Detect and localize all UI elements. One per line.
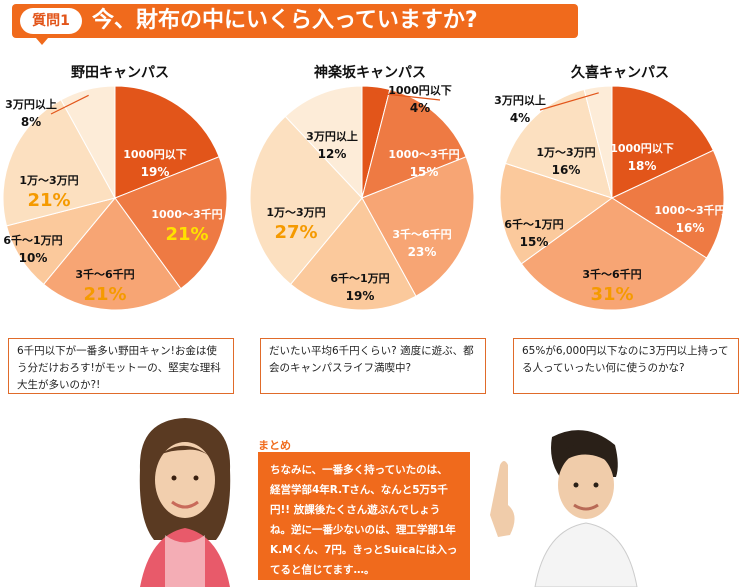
slice-label: 1万〜3万円 xyxy=(266,206,325,219)
slice-label: 1000〜3千円 xyxy=(654,203,725,217)
pie-0: 1000円以下 19% 1000〜3千円 21% 3千〜6千円 21% 6千〜1万円 10% 1… xyxy=(2,85,228,311)
slice-label: 1000円以下 xyxy=(388,84,452,97)
summary-box: ちなみに、一番多く持っていたのは、経営学部4年R.Tさん、なんと5万5千円!! … xyxy=(258,452,470,580)
slice-label: 1万〜3万円 xyxy=(536,146,595,159)
slice-label: 3千〜6千円 xyxy=(75,267,134,281)
slice-percent: 12% xyxy=(318,147,347,161)
slice-label: 3万円以上 xyxy=(494,93,546,107)
pie-slice xyxy=(42,197,182,311)
pie-slice xyxy=(249,115,363,286)
campus-title-kagurazaka: 神楽坂キャンパス xyxy=(314,65,426,81)
slice-percent: 19% xyxy=(141,165,170,179)
slice-label: 1万〜3万円 xyxy=(19,174,78,187)
pie-slice xyxy=(114,156,228,290)
question-badge: 質問1 xyxy=(20,8,82,34)
slice-percent: 4% xyxy=(510,111,530,125)
slice-label: 1000円以下 xyxy=(123,148,187,161)
slice-percent: 27% xyxy=(274,222,317,243)
comment-noda: 6千円以下が一番多い野田キャン!お金は使う分だけおろす!がモットーの、堅実な理科… xyxy=(8,338,234,394)
pie-slice xyxy=(2,99,116,227)
summary-label: まとめ xyxy=(258,439,291,452)
pie-slice xyxy=(499,162,614,265)
slice-label: 1000円以下 xyxy=(610,142,674,155)
slice-label: 3万円以上 xyxy=(5,97,57,111)
banner-tail xyxy=(36,38,48,45)
question-banner xyxy=(12,4,578,38)
slice-percent: 10% xyxy=(19,251,48,265)
leader-line xyxy=(50,94,89,115)
slice-percent: 21% xyxy=(83,284,126,305)
slice-label: 3万円以上 xyxy=(306,129,358,143)
slice-percent: 23% xyxy=(408,245,437,259)
slice-percent: 15% xyxy=(520,235,549,249)
pie-slice xyxy=(504,88,613,199)
comment-kagurazaka: だいたい平均6千円くらい? 適度に遊ぶ、都会のキャンパスライフ満喫中? xyxy=(260,338,486,394)
slice-percent: 21% xyxy=(27,190,70,211)
leader-line xyxy=(539,92,599,111)
pie-1: 1000円以下 4% 1000〜3千円 15% 3千〜6千円 23% 6千〜1万円 19% 1万… xyxy=(249,84,475,311)
slice-percent: 31% xyxy=(590,284,633,305)
slice-label: 1000〜3千円 xyxy=(151,207,222,221)
slice-percent: 16% xyxy=(552,163,581,177)
pie-slice xyxy=(611,85,715,199)
slice-label: 6千〜1万円 xyxy=(504,217,563,231)
female-student-photo xyxy=(139,418,231,587)
slice-percent: 8% xyxy=(21,115,41,129)
pie-slice xyxy=(610,149,725,259)
campus-title-kuki: 久喜キャンパス xyxy=(571,65,669,81)
pie-slice xyxy=(289,197,417,311)
slice-percent: 16% xyxy=(676,221,705,235)
pie-slice xyxy=(361,156,475,297)
question-title: 今、財布の中にいくら入っていますか? xyxy=(92,8,478,33)
pie-slice xyxy=(114,85,220,199)
leader-line xyxy=(375,92,441,101)
comment-kuki: 65%が6,000円以下なのに3万円以上持ってる人っていったい何に使うのかな? xyxy=(513,338,739,394)
pie-slice xyxy=(361,88,467,199)
slice-percent: 21% xyxy=(165,224,208,245)
slice-percent: 15% xyxy=(410,165,439,179)
pie-slice xyxy=(583,85,613,199)
slice-label: 3千〜6千円 xyxy=(582,267,641,281)
pie-slice xyxy=(284,85,363,200)
pie-2: 1000円以下 18% 1000〜3千円 16% 3千〜6千円 31% 6千〜1万円 15% 1… xyxy=(494,85,726,311)
slice-percent: 4% xyxy=(410,101,430,115)
slice-label: 6千〜1万円 xyxy=(330,271,389,285)
male-student-photo xyxy=(490,430,638,587)
slice-percent: 19% xyxy=(346,289,375,303)
campus-title-noda: 野田キャンパス xyxy=(71,65,169,81)
slice-label: 1000〜3千円 xyxy=(388,147,459,161)
pie-slice xyxy=(60,85,116,199)
pie-slice xyxy=(520,197,708,311)
slice-percent: 18% xyxy=(628,159,657,173)
slice-label: 3千〜6千円 xyxy=(392,227,451,241)
slice-label: 6千〜1万円 xyxy=(3,233,62,247)
